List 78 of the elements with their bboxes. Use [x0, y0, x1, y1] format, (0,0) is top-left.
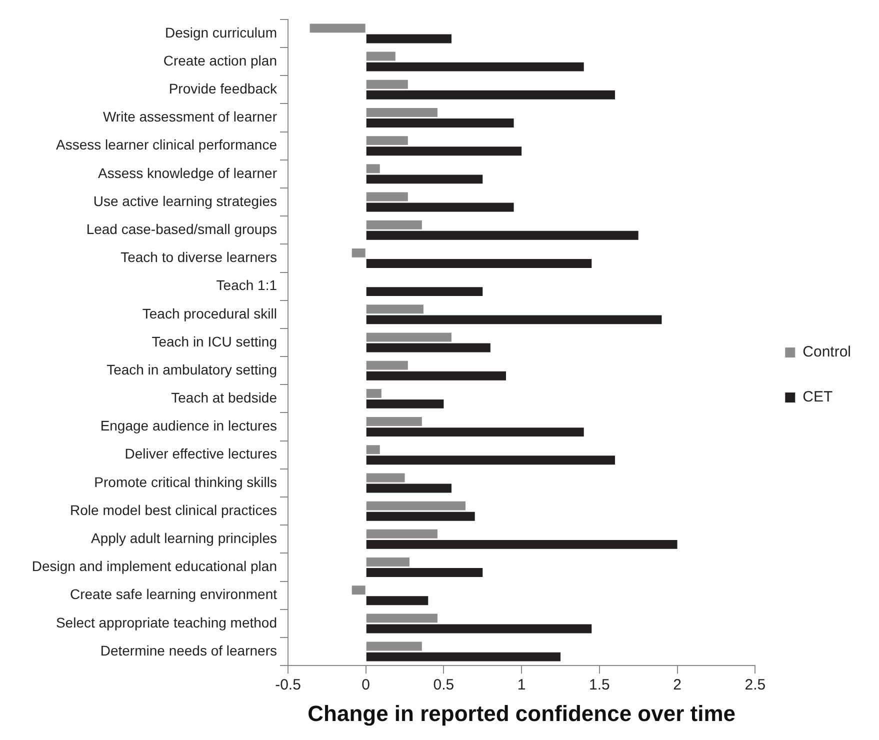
x-axis-title: Change in reported confidence over time — [308, 700, 736, 726]
bar — [366, 652, 560, 662]
bar — [366, 614, 438, 623]
bar — [366, 343, 490, 352]
y-tick-label: Teach in ambulatory setting — [106, 361, 277, 378]
bar — [366, 304, 424, 314]
bar — [366, 512, 475, 521]
bar — [366, 34, 452, 44]
y-tick-label: Promote critical thinking skills — [94, 474, 277, 490]
bar — [352, 586, 366, 595]
bar — [352, 248, 366, 258]
bar — [366, 596, 428, 606]
bar — [366, 568, 483, 578]
x-tick-label: 1 — [517, 676, 526, 694]
bar — [366, 624, 592, 634]
x-tick-label: 2.5 — [744, 676, 766, 694]
x-tick-label: -0.5 — [275, 676, 301, 694]
bar — [366, 428, 584, 437]
y-tick-label: Teach 1:1 — [216, 277, 278, 294]
bar — [366, 501, 466, 510]
bar — [366, 174, 483, 184]
y-tick-label: Design and implement educational plan — [32, 558, 277, 574]
bar — [366, 445, 380, 454]
bar — [366, 202, 514, 212]
bar — [366, 90, 615, 100]
y-tick-label: Role model best clinical practices — [70, 502, 277, 518]
bar — [310, 24, 366, 33]
bar — [366, 360, 408, 370]
bar — [366, 287, 483, 296]
bar — [366, 484, 452, 493]
bar — [366, 230, 638, 240]
y-tick-label: Select appropriate teaching method — [56, 614, 277, 630]
bar — [366, 388, 382, 398]
x-tick-label: 2 — [673, 676, 682, 694]
y-tick-label: Design curriculum — [164, 24, 277, 40]
y-tick-label: Assess knowledge of learner — [98, 164, 278, 181]
y-tick-label: Provide feedback — [168, 80, 278, 96]
bar — [366, 473, 405, 482]
bar — [366, 558, 410, 566]
y-tick-label: Use active learning strategies — [93, 192, 277, 209]
bar — [366, 399, 444, 408]
bar — [366, 136, 408, 146]
bar — [366, 118, 514, 128]
bar — [366, 529, 438, 538]
bar — [366, 456, 615, 465]
legend-label: Control — [802, 344, 852, 361]
y-tick-label: Deliver effective lectures — [124, 446, 277, 462]
y-tick-label: Assess learner clinical performance — [56, 136, 278, 153]
bar — [366, 642, 422, 651]
x-tick-label: 0 — [362, 676, 370, 694]
y-tick-label: Determine needs of learners — [100, 642, 277, 658]
y-tick-label: Engage audience in lectures — [100, 418, 277, 434]
bar — [366, 371, 506, 380]
y-tick-label: Lead case-based/small groups — [86, 220, 277, 237]
bar — [366, 108, 438, 117]
y-tick-label: Create safe learning environment — [70, 586, 278, 602]
bar — [366, 192, 408, 202]
y-tick-label: Write assessment of learner — [102, 108, 278, 125]
legend-label: CET — [802, 388, 833, 406]
bar — [366, 164, 380, 174]
y-tick-label: Teach in ICU setting — [152, 333, 277, 350]
x-tick-label: 1.5 — [589, 676, 610, 694]
bar — [366, 62, 584, 72]
bar — [366, 332, 452, 342]
y-tick-label: Teach to diverse learners — [120, 249, 277, 266]
y-tick-label: Teach procedural skill — [142, 305, 277, 322]
bar — [366, 52, 396, 61]
y-tick-label: Teach at bedside — [171, 390, 278, 406]
x-tick-label: 0.5 — [433, 676, 454, 694]
bar — [366, 259, 592, 268]
y-tick-label: Apply adult learning principles — [91, 530, 277, 546]
bar — [366, 220, 422, 230]
bar — [366, 80, 408, 89]
y-tick-label: Create action plan — [163, 52, 277, 68]
bar — [366, 540, 678, 549]
bar — [366, 417, 422, 426]
bar — [366, 315, 662, 324]
bar — [366, 146, 522, 156]
